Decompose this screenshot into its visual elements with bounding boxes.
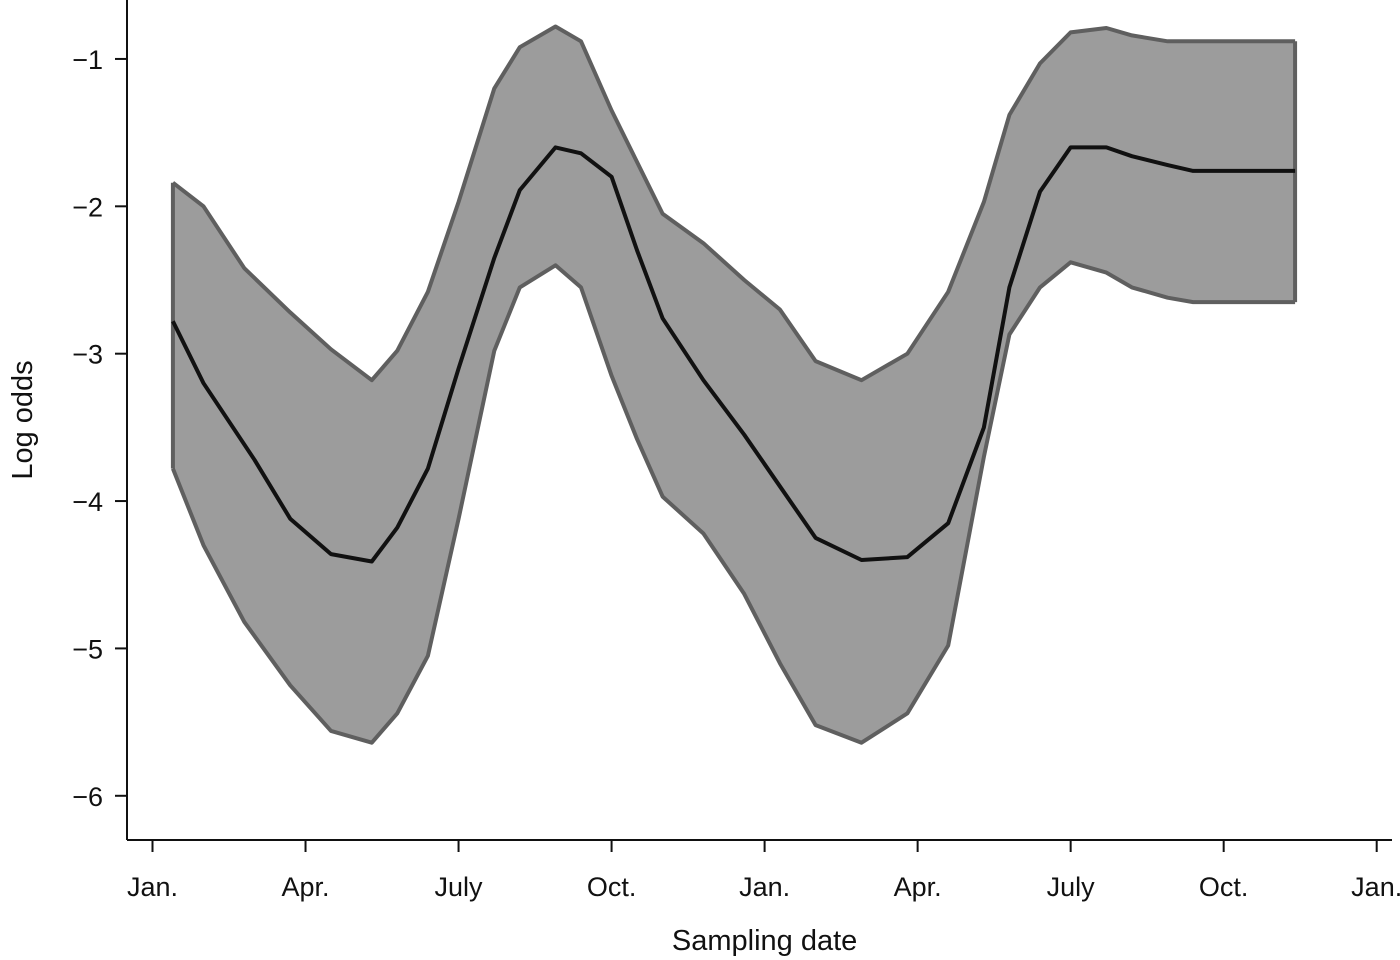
x-axis-ticks: Jan. Apr. July Oct. Jan. Apr. July Oct. Jan. xyxy=(127,840,1400,902)
estimate-line xyxy=(171,145,1296,564)
x-tick-label: Oct. xyxy=(587,872,637,902)
x-tick-label: Apr. xyxy=(282,872,330,902)
y-tick-label: −1 xyxy=(72,45,103,75)
x-tick-label: Jan. xyxy=(1351,872,1400,902)
x-axis-title: Sampling date xyxy=(672,925,857,957)
x-tick-label: July xyxy=(435,872,484,902)
y-tick-label: −5 xyxy=(72,634,103,664)
x-tick-label: Jan. xyxy=(739,872,790,902)
y-axis-ticks: −1 −2 −3 −4 −5 −6 xyxy=(72,45,127,812)
upper-bound-line xyxy=(171,24,1296,383)
x-tick-label: July xyxy=(1047,872,1096,902)
plot-area xyxy=(170,24,1298,745)
confidence-band xyxy=(172,26,1296,743)
x-tick-label: Oct. xyxy=(1199,872,1249,902)
lower-bound-line xyxy=(171,260,1296,745)
y-tick-label: −4 xyxy=(72,487,103,517)
y-tick-label: −6 xyxy=(72,782,103,812)
y-tick-label: −3 xyxy=(72,340,103,370)
y-tick-label: −2 xyxy=(72,192,103,222)
y-axis-title: Log odds xyxy=(7,360,39,479)
x-tick-label: Apr. xyxy=(894,872,942,902)
x-tick-label: Jan. xyxy=(127,872,178,902)
